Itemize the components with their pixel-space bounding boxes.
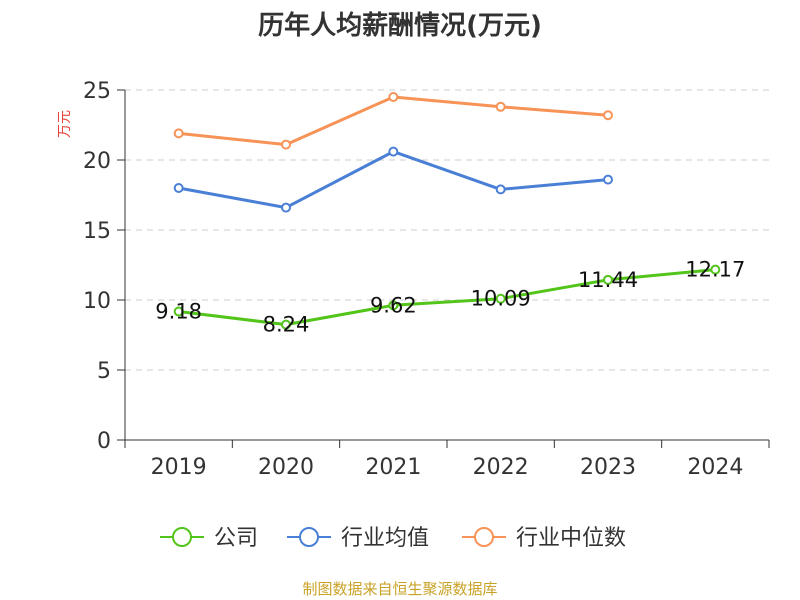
x-tick-label: 2024 — [687, 455, 743, 480]
y-tick-label: 10 — [83, 289, 111, 314]
data-point — [603, 274, 613, 285]
data-point — [388, 92, 399, 102]
data-point — [388, 146, 399, 157]
legend-label: 行业均值 — [341, 526, 429, 551]
data-point — [495, 184, 506, 195]
series-line — [178, 95, 609, 147]
data-point — [173, 306, 184, 317]
y-axis-label: 万元 — [57, 110, 73, 138]
data-label: 12.17 — [685, 258, 745, 282]
data-labels: 9.18 8.24 9.62 10.09 11.44 12.17 — [155, 258, 745, 337]
data-label: 9.18 — [155, 299, 202, 323]
x-tick-label: 2023 — [580, 455, 636, 480]
y-tick-label: 25 — [83, 79, 111, 104]
data-label: 9.62 — [370, 293, 417, 317]
data-point — [281, 202, 291, 213]
data-label: 10.09 — [471, 287, 531, 311]
legend-marker — [299, 527, 319, 547]
y-tick-label: 15 — [83, 219, 111, 244]
legend-label: 公司 — [214, 526, 258, 551]
data-point — [603, 110, 613, 121]
data-point — [710, 264, 721, 275]
y-tick-label: 0 — [97, 429, 111, 454]
legend-marker — [474, 527, 494, 547]
data-label: 11.44 — [578, 268, 638, 292]
data-point — [495, 293, 506, 304]
y-tick-label: 5 — [97, 359, 111, 384]
x-tick-label: 2019 — [151, 455, 207, 480]
series-line — [178, 268, 716, 327]
data-point — [173, 128, 184, 139]
data-point — [603, 174, 613, 185]
x-tick-label: 2020 — [258, 455, 314, 480]
legend-marker — [172, 527, 192, 547]
legend: 公司 行业均值 行业中位数 — [160, 526, 626, 551]
chart-title: 历年人均薪酬情况(万元) — [258, 10, 542, 41]
data-point — [495, 101, 506, 112]
data-point — [281, 319, 291, 330]
x-tick-label: 2021 — [365, 455, 421, 480]
legend-label: 行业中位数 — [516, 526, 626, 551]
y-tick-label: 20 — [83, 149, 111, 174]
data-point — [388, 300, 399, 311]
source-note: 制图数据来自恒生聚源数据库 — [302, 580, 497, 598]
series-layer — [173, 92, 721, 330]
data-point — [173, 183, 184, 193]
data-label: 8.24 — [263, 313, 310, 337]
grid-lines — [125, 89, 769, 371]
x-tick-label: 2022 — [473, 455, 529, 480]
axes: 0 5 10 15 20 25 2019 2020 2021 2022 2023 2024 — [83, 79, 770, 480]
data-point — [281, 139, 291, 150]
